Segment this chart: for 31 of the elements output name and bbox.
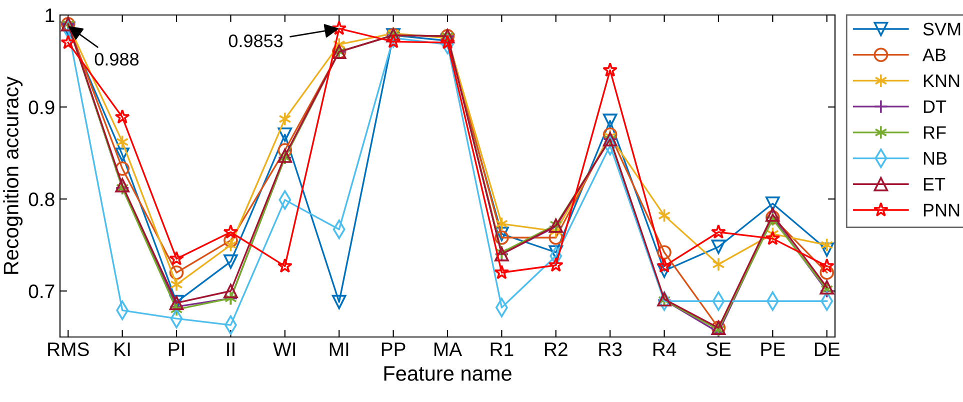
annotation: 0.988 [94,52,139,66]
x-tick-label: RMS [48,342,89,356]
x-tick-label: PE [761,342,785,356]
x-tick-label: R3 [599,342,622,356]
x-tick-label: R2 [545,342,568,356]
legend-label: SVM [923,22,960,36]
x-tick-label: II [227,342,234,356]
x-tick-label: MA [434,342,462,356]
x-tick-label: PI [168,342,184,356]
x-tick-label: R1 [490,342,514,356]
y-axis-title: Recognition accuracy [3,76,23,274]
annotation: 0.9853 [228,34,283,48]
legend-label: PNN [924,204,960,216]
x-tick-label: DE [814,342,840,356]
legend-label: RF [924,126,946,139]
y-tick-label: 1 [46,8,54,22]
legend-label: KNN [924,74,960,88]
legend-label: AB [922,48,946,62]
x-axis-title: Feature name [384,366,512,381]
x-tick-label: WI [273,342,295,356]
legend-label: NB [924,152,947,165]
x-tick-label: MI [330,342,348,356]
y-tick-label: 0.9 [28,100,54,114]
legend-label: DT [924,100,946,113]
legend-label: ET [924,178,946,190]
x-tick-label: KI [114,342,130,356]
y-tick-label: 0.8 [28,192,54,206]
y-tick-label: 0.7 [28,284,54,298]
x-tick-label: SE [706,342,731,356]
x-tick-label: PP [382,342,406,356]
x-tick-label: R4 [653,342,676,356]
